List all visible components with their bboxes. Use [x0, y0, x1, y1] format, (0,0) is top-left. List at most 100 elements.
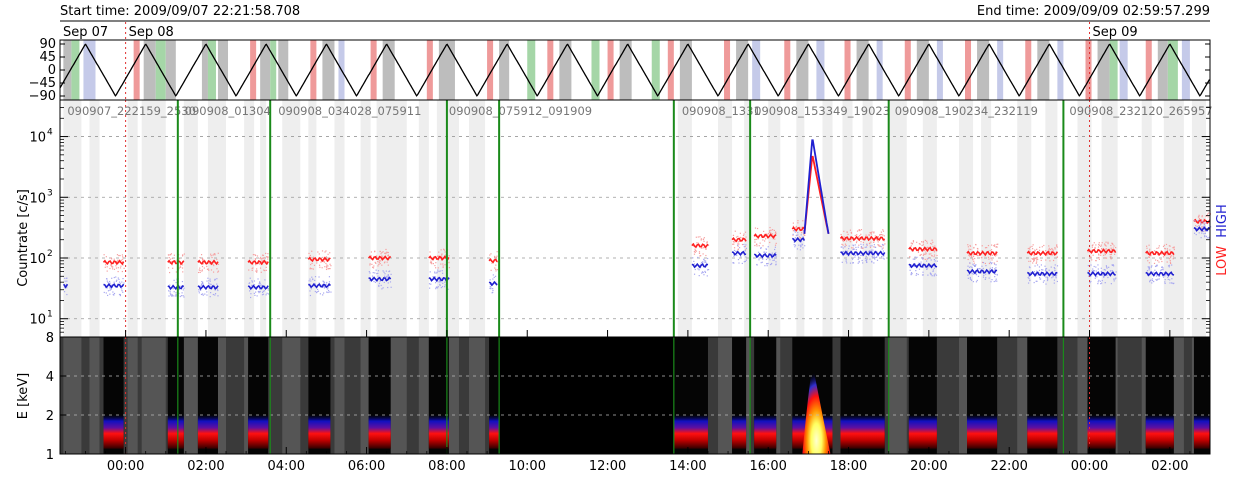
- series-low-dot: [1111, 243, 1113, 245]
- series-high-dot: [200, 293, 203, 296]
- shade-9: [308, 100, 317, 337]
- series-low-dot: [1148, 244, 1150, 246]
- series-low-dot: [1168, 258, 1170, 260]
- series-high-dot: [701, 272, 703, 274]
- series-high-dot: [1036, 280, 1038, 282]
- series-low-dot: [967, 244, 969, 246]
- series-low-dot: [969, 244, 971, 247]
- angle-band-52: [1109, 40, 1118, 100]
- series-high-dot: [916, 272, 918, 275]
- series-low-dot: [754, 227, 757, 229]
- series-low-dot: [873, 246, 875, 248]
- series-high-dot: [1165, 273, 1167, 275]
- series-high-dot: [1053, 282, 1055, 284]
- legend-high: HIGH: [1215, 204, 1230, 237]
- angle-band-26: [591, 40, 600, 100]
- angle-band-38: [844, 40, 851, 100]
- series-low-dot: [754, 244, 756, 247]
- series-low-dot: [378, 263, 380, 266]
- series-high-dot: [434, 272, 436, 274]
- series-high-dot: [760, 256, 762, 258]
- angle-band-51: [1097, 40, 1110, 100]
- series-low-dot: [256, 271, 258, 273]
- series-low-dot: [209, 262, 211, 264]
- series-low-dot: [1114, 253, 1116, 255]
- series-low-dot: [259, 256, 262, 259]
- series-low-dot: [870, 241, 872, 243]
- series-high-dot: [1055, 277, 1057, 279]
- series-high-dot: [1156, 279, 1158, 281]
- series-high-dot: [922, 271, 924, 273]
- series-low-dot: [210, 269, 213, 271]
- series-high-dot: [774, 257, 777, 259]
- series-high-dot: [1115, 271, 1117, 273]
- series-high-dot: [871, 256, 873, 258]
- series-high-dot: [436, 287, 439, 289]
- angle-tick-label-2: 0: [48, 63, 56, 78]
- series-low-dot: [1091, 246, 1093, 248]
- shade-20: [796, 100, 805, 337]
- series-high-dot: [975, 272, 977, 274]
- series-low-dot: [989, 254, 992, 257]
- series-low-dot: [1166, 248, 1169, 250]
- series-low-dot: [252, 254, 255, 256]
- series-high-dot: [794, 244, 797, 246]
- series-high-dot: [927, 267, 929, 269]
- series-low-dot: [311, 268, 313, 270]
- spectrogram-band-9: [732, 415, 747, 449]
- series-high-dot: [1104, 269, 1106, 271]
- series-low-dot: [443, 248, 445, 250]
- series-high-dot: [1113, 280, 1115, 282]
- series-low-dot: [702, 238, 705, 240]
- series-low-dot: [850, 241, 852, 243]
- series-low-dot: [254, 254, 257, 257]
- observation-label-1: 090908_01304: [185, 104, 271, 118]
- series-low-dot: [429, 262, 432, 264]
- series-high-dot: [705, 261, 707, 264]
- series-high-dot: [988, 277, 990, 279]
- series-low-dot: [860, 233, 862, 235]
- series-high-dot: [800, 234, 802, 236]
- series-high-dot: [865, 246, 868, 248]
- series-high-dot: [109, 293, 111, 295]
- series-high-dot: [327, 287, 329, 289]
- series-high-dot: [881, 248, 883, 250]
- series-low-dot: [928, 253, 930, 255]
- spectrogram-tick-label-2: 4: [46, 370, 54, 385]
- series-low-dot: [217, 271, 219, 273]
- series-low-dot: [1036, 256, 1038, 259]
- series-low-dot: [122, 256, 124, 258]
- series-low-dot: [866, 244, 868, 246]
- series-low-dot: [933, 254, 936, 256]
- series-high-dot: [262, 286, 264, 288]
- series-low-dot: [866, 235, 869, 238]
- series-high-dot: [1096, 276, 1098, 278]
- series-high-dot: [1045, 268, 1047, 270]
- series-high-dot: [841, 246, 843, 248]
- series-high-dot: [852, 245, 855, 247]
- angle-band-25: [559, 40, 572, 100]
- series-low-dot: [801, 232, 803, 234]
- series-low-dot: [382, 256, 384, 258]
- series-low-dot: [432, 263, 435, 265]
- series-low-dot: [911, 243, 913, 245]
- series-low-dot: [923, 249, 926, 252]
- series-high-dot: [326, 288, 328, 290]
- series-high-dot: [921, 256, 923, 259]
- series-low-dot: [870, 232, 872, 234]
- series-low-dot: [850, 232, 853, 234]
- countrate-y-label: Countrate [c/s]: [16, 189, 31, 287]
- series-low-dot: [703, 237, 705, 239]
- series-low-dot: [996, 260, 998, 262]
- series-high-dot: [1154, 265, 1157, 268]
- series-low-dot: [740, 237, 742, 239]
- series-low-dot: [248, 269, 250, 271]
- series-low-dot: [1056, 256, 1058, 258]
- series-low-dot: [772, 235, 775, 237]
- series-low-dot: [1027, 247, 1029, 250]
- series-high-dot: [929, 272, 931, 274]
- series-low-dot: [856, 240, 858, 242]
- series-low-dot: [989, 249, 991, 252]
- series-high-dot: [994, 276, 996, 278]
- series-low-dot: [919, 254, 921, 257]
